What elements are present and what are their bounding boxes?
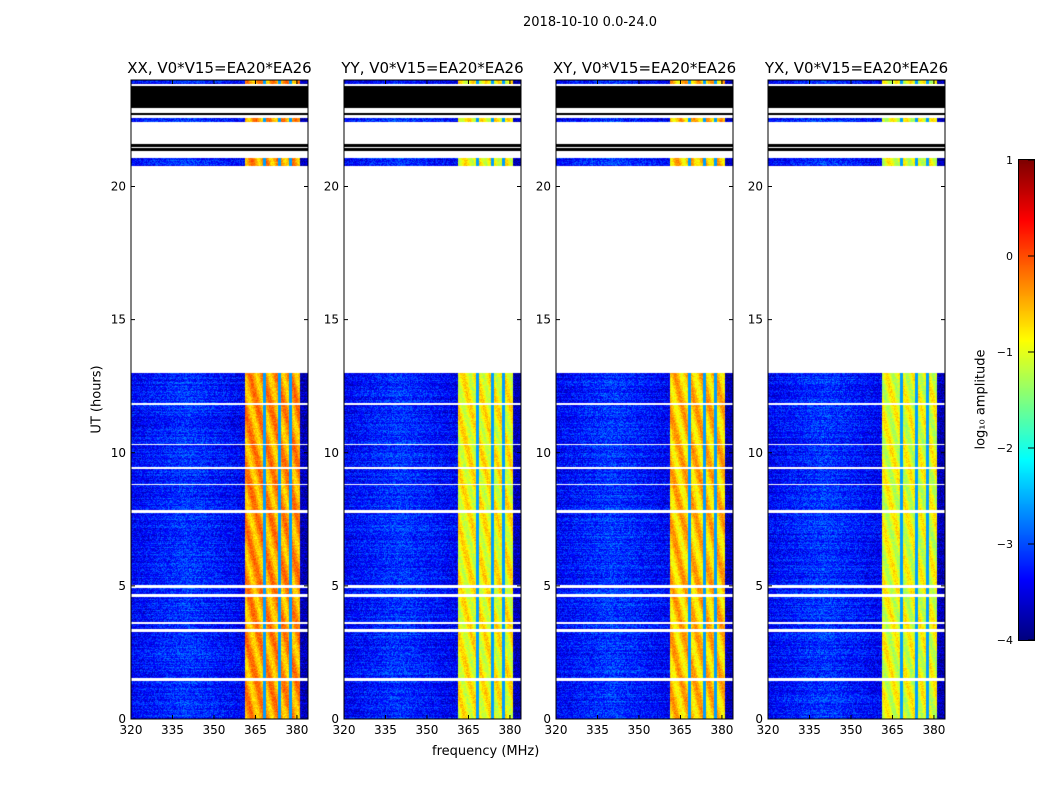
x-tick-label: 365: [669, 723, 692, 737]
x-tick-label: 350: [840, 723, 863, 737]
y-tick-label: 0: [118, 712, 126, 726]
x-tick-label: 365: [457, 723, 480, 737]
y-tick-label: 15: [111, 313, 126, 327]
panel-title-0: XX, V0*V15=EA20*EA26: [127, 59, 311, 77]
x-tick-label: 335: [374, 723, 397, 737]
x-tick-label: 335: [161, 723, 184, 737]
x-tick-label: 320: [333, 723, 356, 737]
x-tick-label: 380: [710, 723, 733, 737]
y-tick-label: 5: [331, 579, 339, 593]
y-tick-label: 15: [748, 313, 763, 327]
heatmap-2: [556, 80, 733, 719]
x-tick-label: 380: [285, 723, 308, 737]
x-tick-label: 350: [416, 723, 439, 737]
colorbar-tick-label: −1: [997, 346, 1013, 359]
y-tick-label: 15: [324, 313, 339, 327]
y-tick-label: 10: [111, 446, 126, 460]
y-tick-label: 15: [536, 313, 551, 327]
heatmap-3: [768, 80, 945, 719]
colorbar-tick-label: 0: [1006, 250, 1013, 263]
x-tick-label: 350: [628, 723, 651, 737]
y-tick-label: 0: [331, 712, 339, 726]
panel-title-3: YX, V0*V15=EA20*EA26: [764, 59, 948, 77]
x-tick-label: 365: [244, 723, 267, 737]
x-tick-label: 365: [881, 723, 904, 737]
colorbar-tick-label: −3: [997, 538, 1013, 551]
x-tick-label: 320: [120, 723, 143, 737]
y-tick-label: 0: [755, 712, 763, 726]
axes-frame-2: [555, 79, 734, 720]
y-tick-label: 10: [536, 446, 551, 460]
x-tick-label: 380: [498, 723, 521, 737]
y-tick-label: 10: [748, 446, 763, 460]
x-tick-label: 335: [586, 723, 609, 737]
colorbar-tick-label: −4: [997, 634, 1013, 647]
y-tick-label: 0: [543, 712, 551, 726]
y-tick-label: 20: [324, 180, 339, 194]
x-tick-label: 350: [203, 723, 226, 737]
y-tick-label: 5: [543, 579, 551, 593]
heatmap-0: [131, 80, 308, 719]
axes-frame-1: [343, 79, 522, 720]
colorbar-tick-label: −2: [997, 442, 1013, 455]
axes-frame-0: [130, 79, 309, 720]
y-tick-label: 20: [111, 180, 126, 194]
y-tick-label: 20: [536, 180, 551, 194]
heatmap-1: [344, 80, 521, 719]
x-tick-label: 380: [922, 723, 945, 737]
x-tick-label: 320: [545, 723, 568, 737]
colorbar-tick-label: 1: [1006, 154, 1013, 167]
figure-title: 2018-10-10 0.0-24.0: [523, 15, 657, 30]
axes-frame-3: [767, 79, 946, 720]
colorbar: [1018, 159, 1035, 641]
y-tick-label: 20: [748, 180, 763, 194]
panel-title-1: YY, V0*V15=EA20*EA26: [340, 59, 523, 77]
y-tick-label: 5: [755, 579, 763, 593]
y-tick-label: 5: [118, 579, 126, 593]
panel-title-2: XY, V0*V15=EA20*EA26: [553, 59, 736, 77]
x-axis-label: frequency (MHz): [432, 744, 540, 759]
x-tick-label: 335: [798, 723, 821, 737]
y-tick-label: 10: [324, 446, 339, 460]
x-tick-label: 320: [757, 723, 780, 737]
